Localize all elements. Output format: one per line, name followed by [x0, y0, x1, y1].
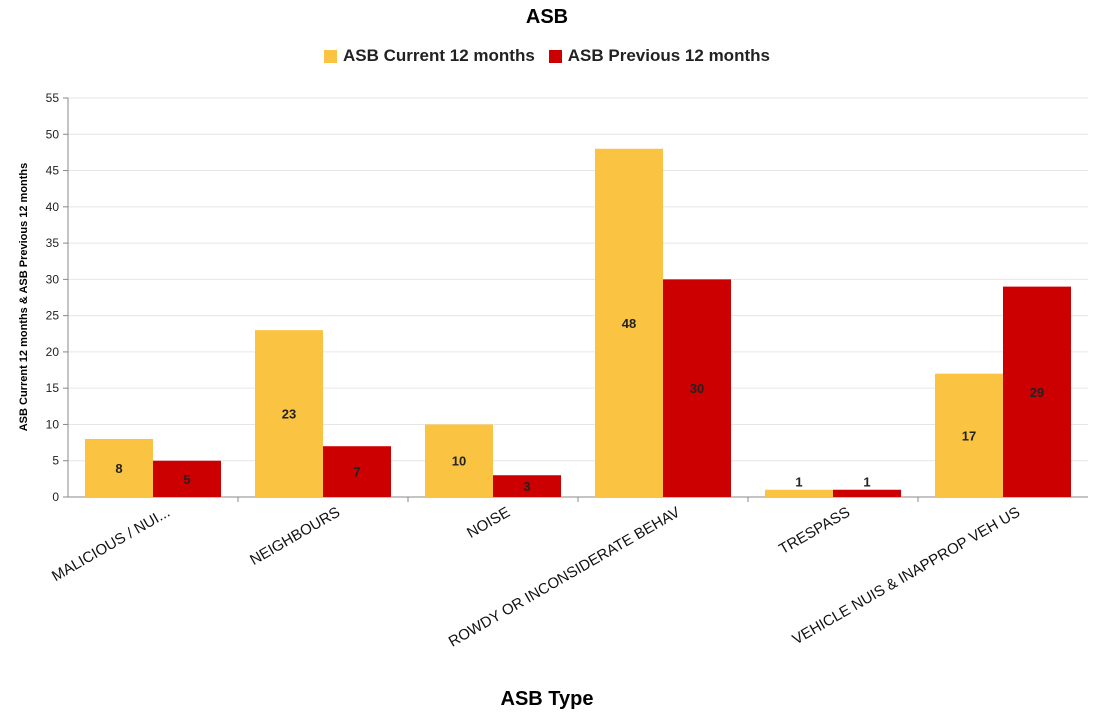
y-tick-label: 15 [46, 381, 60, 395]
legend: ASB Current 12 months ASB Previous 12 mo… [0, 46, 1094, 66]
legend-label-current: ASB Current 12 months [343, 46, 535, 65]
bar-current [935, 373, 1003, 497]
bar-current [255, 330, 323, 497]
data-label: 10 [452, 454, 466, 469]
bar-previous [323, 446, 391, 497]
data-label: 8 [115, 461, 122, 476]
y-tick-label: 40 [46, 200, 60, 214]
data-label: 7 [353, 465, 360, 480]
bar-previous [493, 475, 561, 497]
y-tick-label: 10 [46, 417, 60, 431]
y-tick-label: 45 [46, 164, 60, 178]
data-label: 3 [523, 479, 530, 494]
bar-previous [1003, 286, 1071, 497]
y-tick-label: 5 [52, 454, 59, 468]
x-tick-label: NEIGHBOURS [247, 504, 343, 569]
data-label: 17 [962, 428, 976, 443]
data-label: 30 [690, 381, 704, 396]
x-axis-label: ASB Type [500, 688, 594, 710]
bar-previous [833, 489, 901, 497]
y-tick-label: 35 [46, 236, 60, 250]
data-label: 1 [863, 475, 870, 490]
bar-current [425, 424, 493, 497]
y-tick-label: 25 [46, 309, 60, 323]
data-label: 48 [622, 316, 636, 331]
x-tick-label: NOISE [464, 504, 513, 542]
bar-current [85, 438, 153, 497]
chart-title: ASB [525, 6, 569, 28]
bar-current [765, 489, 833, 497]
y-tick-label: 55 [46, 91, 60, 105]
legend-swatch-previous [548, 49, 562, 63]
data-label: 5 [183, 472, 190, 487]
bar-previous [663, 279, 731, 497]
data-label: 29 [1030, 385, 1044, 400]
y-tick-label: 0 [52, 490, 59, 504]
y-tick-label: 30 [46, 272, 60, 286]
legend-item-current[interactable]: ASB Current 12 months [324, 46, 535, 66]
data-label: 23 [282, 407, 296, 422]
data-label: 1 [795, 475, 802, 490]
bar-current [595, 148, 663, 498]
x-tick-label: TRESPASS [776, 504, 853, 558]
y-tick-label: 20 [46, 345, 60, 359]
legend-swatch-current [324, 49, 338, 63]
legend-item-previous[interactable]: ASB Previous 12 months [548, 46, 770, 66]
bar-previous [153, 460, 221, 497]
legend-label-previous: ASB Previous 12 months [567, 46, 770, 65]
y-axis-label: ASB Current 12 months & ASB Previous 12 … [18, 162, 30, 432]
x-tick-label: MALICIOUS / NUI... [49, 504, 173, 585]
y-tick-label: 50 [46, 127, 60, 141]
